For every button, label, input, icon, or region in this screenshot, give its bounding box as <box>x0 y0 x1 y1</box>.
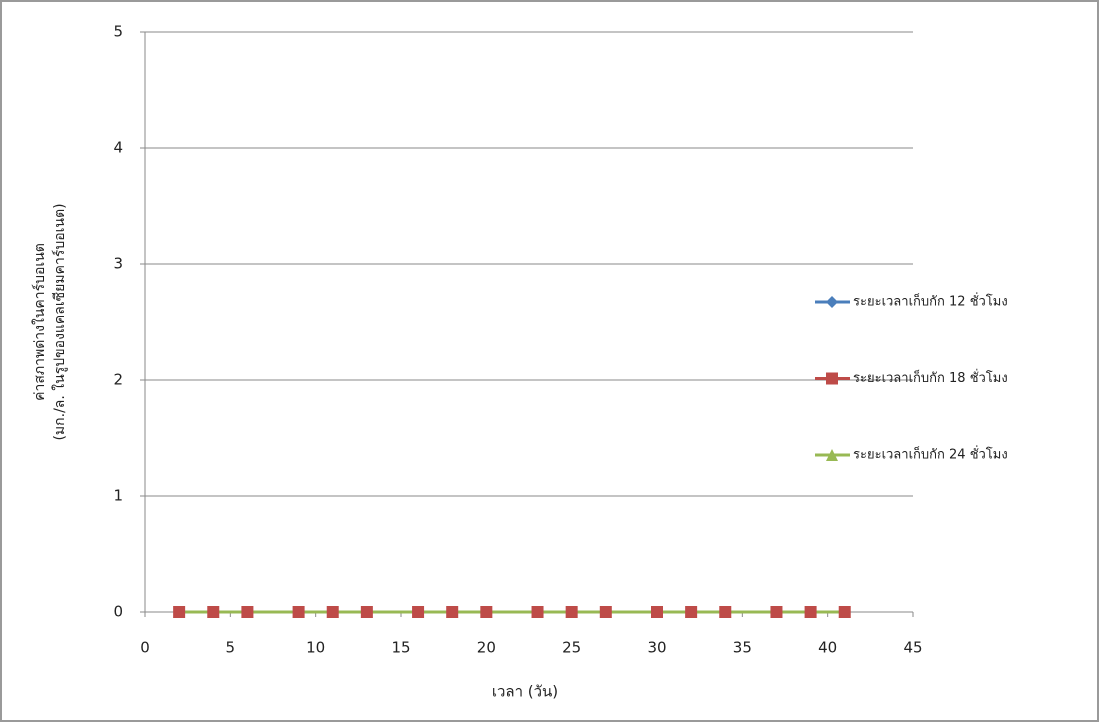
data-point <box>292 606 305 618</box>
data-point <box>685 606 698 618</box>
y-axis-label-line: ค่าสภาพด่างในคาร์บอเนต <box>31 243 48 401</box>
x-tick-label: 40 <box>818 639 837 657</box>
y-tick-label: 2 <box>113 371 123 389</box>
legend-label: ระยะเวลาเก็บกัก 12 ชั่วโมง <box>853 292 1008 310</box>
data-point <box>804 606 817 618</box>
data-point <box>531 606 544 618</box>
x-tick-label: 0 <box>140 639 150 657</box>
legend-label: ระยะเวลาเก็บกัก 18 ชั่วโมง <box>853 368 1008 386</box>
data-point <box>446 606 459 618</box>
y-tick-label: 0 <box>113 603 123 621</box>
data-point <box>326 606 339 618</box>
x-tick-label: 20 <box>477 639 496 657</box>
x-tick-label: 15 <box>391 639 410 657</box>
data-point <box>838 606 851 618</box>
data-point <box>651 606 663 618</box>
data-point <box>770 606 783 618</box>
x-tick-label: 5 <box>226 639 236 657</box>
legend-marker <box>826 296 838 308</box>
data-point <box>360 606 373 618</box>
legend-marker <box>826 372 838 385</box>
legend-label: ระยะเวลาเก็บกัก 24 ชั่วโมง <box>853 445 1008 463</box>
y-tick-label: 5 <box>113 23 123 41</box>
x-axis-label: เวลา (วัน) <box>492 683 558 701</box>
x-tick-label: 45 <box>903 639 922 657</box>
y-axis-label-line: (มก./ล. ในรูปของแคลเซียมคาร์บอเนต) <box>51 203 68 440</box>
y-tick-label: 4 <box>113 139 123 157</box>
x-tick-label: 25 <box>562 639 581 657</box>
y-tick-label: 3 <box>113 255 123 273</box>
data-point <box>207 606 220 618</box>
legend-marker <box>826 449 838 461</box>
x-tick-label: 30 <box>647 639 666 657</box>
data-point <box>412 606 425 618</box>
data-point <box>565 606 578 618</box>
x-tick-label: 10 <box>306 639 325 657</box>
y-tick-label: 1 <box>113 487 123 505</box>
data-point <box>599 606 612 618</box>
data-point <box>173 606 186 618</box>
data-point <box>480 606 493 618</box>
data-point <box>241 606 254 618</box>
x-tick-label: 35 <box>733 639 752 657</box>
data-point <box>719 606 732 618</box>
y-axis-label: ค่าสภาพด่างในคาร์บอเนต (มก./ล. ในรูปของแ… <box>31 203 68 440</box>
